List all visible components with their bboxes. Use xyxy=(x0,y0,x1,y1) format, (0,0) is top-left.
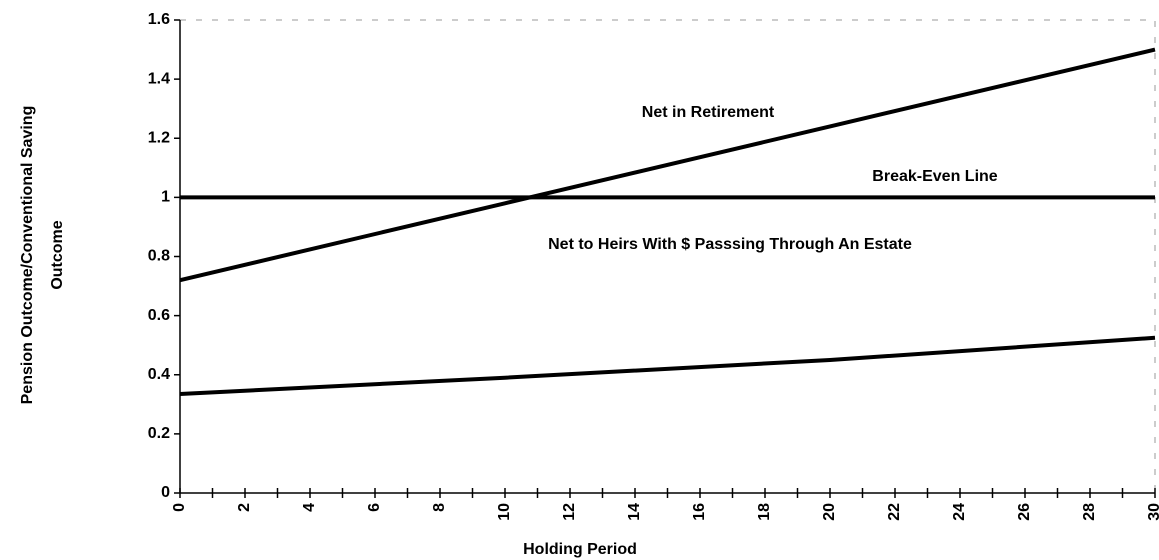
plot-frame xyxy=(179,19,1156,494)
x-tick-label: 20 xyxy=(821,503,838,521)
x-tick-label: 26 xyxy=(1016,503,1033,521)
y-tick-label: 1 xyxy=(161,189,170,206)
x-axis-label: Holding Period xyxy=(523,541,637,558)
y-tick-label: 0 xyxy=(161,484,170,501)
x-tick-label: 8 xyxy=(431,503,448,512)
x-tick-label: 10 xyxy=(496,503,513,521)
series-line xyxy=(179,335,1156,396)
y-tick-label: 0.4 xyxy=(148,366,170,383)
x-tick-label: 0 xyxy=(171,503,188,512)
x-tick-label: 18 xyxy=(756,503,773,521)
series-label: Net to Heirs With $ Passsing Through An … xyxy=(548,236,912,253)
x-tick-label: 12 xyxy=(561,503,578,521)
y-tick-label: 1.2 xyxy=(148,129,170,146)
y-axis-label-line: Outcome xyxy=(49,220,66,289)
x-tick-label: 16 xyxy=(691,503,708,521)
y-axis-label-line: Pension Outcome/Conventional Saving xyxy=(19,106,36,405)
y-tick-label: 0.8 xyxy=(148,248,170,265)
x-tick-label: 2 xyxy=(236,503,253,512)
y-axis-label: Pension Outcome/Conventional Saving Outc… xyxy=(19,106,66,405)
x-tick-label: 22 xyxy=(886,503,903,521)
x-tick-label: 6 xyxy=(366,503,383,512)
x-tick-label: 30 xyxy=(1146,503,1159,521)
x-tick-label: 14 xyxy=(626,503,643,521)
series-label: Break-Even Line xyxy=(872,168,997,185)
x-tick-label: 4 xyxy=(301,503,318,512)
y-tick-label: 0.6 xyxy=(148,307,170,324)
series-label: Net in Retirement xyxy=(642,104,775,121)
y-tick-label: 1.4 xyxy=(148,70,170,87)
y-tick-label: 1.6 xyxy=(148,11,170,28)
y-tick-label: 0.2 xyxy=(148,425,170,442)
x-tick-label: 24 xyxy=(951,503,968,521)
series-line xyxy=(179,47,1156,283)
x-tick-label: 28 xyxy=(1081,503,1098,521)
